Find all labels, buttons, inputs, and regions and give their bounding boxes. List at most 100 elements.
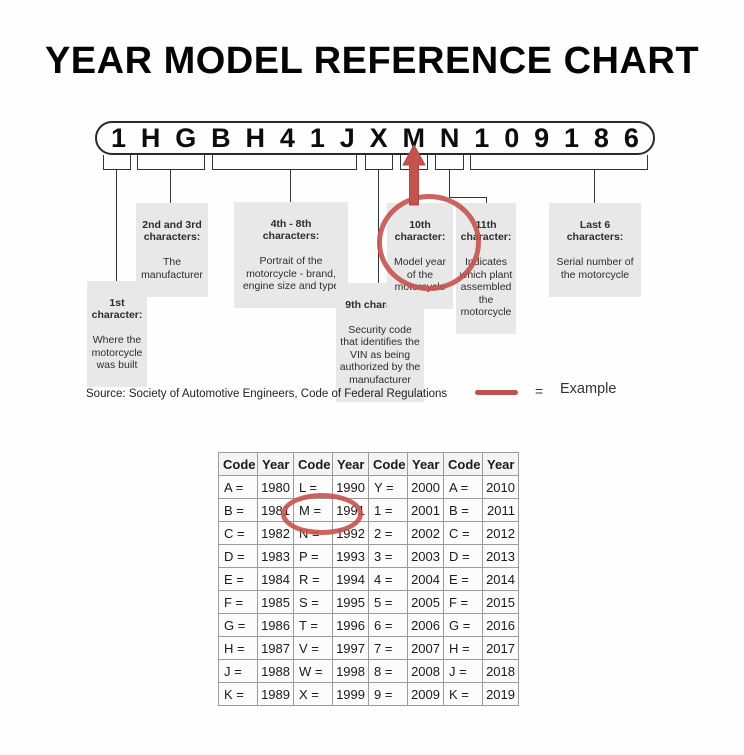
code-cell: 3 = (368, 544, 408, 568)
code-cell: G = (443, 613, 483, 637)
code-cell: 6 = (368, 613, 408, 637)
connector-line-11th-drop (486, 197, 487, 205)
vin-character: 4 (279, 122, 295, 153)
year-cell: 2013 (482, 544, 519, 568)
year-cell: 1994 (332, 567, 369, 591)
bracket-11th-char (435, 155, 464, 170)
code-cell: A = (443, 475, 483, 499)
code-cell: J = (443, 659, 483, 683)
source-citation: Source: Society of Automotive Engineers,… (86, 388, 448, 400)
vin-character: 9 (534, 122, 550, 153)
code-cell: H = (443, 636, 483, 660)
year-cell: 2004 (407, 567, 444, 591)
table-row: F = 1985 S = 1995 5 = 2005 F = 2015 (218, 590, 519, 614)
year-cell: 1988 (257, 659, 294, 683)
table-header-cell: Year (407, 452, 444, 476)
year-cell: 1999 (332, 682, 369, 706)
code-cell: F = (443, 590, 483, 614)
callout-heading: 2nd and 3rd characters: (142, 218, 202, 244)
bracket-4th-8th-chars (212, 155, 357, 170)
code-cell: G = (218, 613, 258, 637)
code-cell: 9 = (368, 682, 408, 706)
year-cell: 1998 (332, 659, 369, 683)
year-cell: 2011 (482, 498, 519, 522)
table-header-cell: Year (482, 452, 519, 476)
year-cell: 1980 (257, 475, 294, 499)
table-header-cell: Code (293, 452, 333, 476)
code-cell: S = (293, 590, 333, 614)
code-cell: 7 = (368, 636, 408, 660)
code-cell: 5 = (368, 590, 408, 614)
vin-character: 8 (593, 122, 609, 153)
year-cell: 2002 (407, 521, 444, 545)
year-cell: 1984 (257, 567, 294, 591)
year-cell: 1983 (257, 544, 294, 568)
code-cell: Y = (368, 475, 408, 499)
vin-character: 1 (309, 122, 325, 153)
year-cell: 2007 (407, 636, 444, 660)
year-cell: 2005 (407, 590, 444, 614)
code-cell: C = (443, 521, 483, 545)
table-row: C = 1982 N = 1992 2 = 2002 C = 2012 (218, 521, 519, 545)
code-cell: B = (218, 498, 258, 522)
example-circle-10th-char (377, 194, 481, 291)
callout-body: The manufacturer (141, 256, 203, 281)
code-cell: D = (218, 544, 258, 568)
year-cell: 2018 (482, 659, 519, 683)
table-row: D = 1983 P = 1993 3 = 2003 D = 2013 (218, 544, 519, 568)
bracket-1st-char (103, 155, 131, 170)
connector-line-11th-down (449, 170, 450, 197)
year-cell: 1993 (332, 544, 369, 568)
year-cell: 2016 (482, 613, 519, 637)
year-cell: 2017 (482, 636, 519, 660)
vin-character: 0 (504, 122, 520, 153)
callout-2nd-3rd-characters: 2nd and 3rd characters: The manufacturer (136, 203, 208, 297)
vin-character: G (175, 122, 197, 153)
connector-line-1st (116, 170, 117, 281)
callout-last-6-characters: Last 6 characters: Serial number of the … (549, 203, 641, 297)
connector-line-11th-jog (449, 197, 487, 198)
table-body: A = 1980 L = 1990 Y = 2000 A = 2010 B = 1981 M = 19… (218, 475, 519, 706)
page-title: YEAR MODEL REFERENCE CHART (44, 40, 700, 82)
code-cell: W = (293, 659, 333, 683)
bracket-2nd-3rd-chars (137, 155, 205, 170)
vin-character: N (439, 122, 460, 153)
code-cell: C = (218, 521, 258, 545)
code-cell: V = (293, 636, 333, 660)
vin-character: 6 (623, 122, 639, 153)
year-cell: 1997 (332, 636, 369, 660)
example-circle-m-1991 (281, 493, 363, 535)
table-header-cell: Code (443, 452, 483, 476)
vin-character: H (140, 122, 161, 153)
code-cell: B = (443, 498, 483, 522)
table-row: J = 1988 W = 1998 8 = 2008 J = 2018 (218, 659, 519, 683)
year-cell: 1990 (332, 475, 369, 499)
callout-body: Portrait of the motorcycle - brand, engi… (242, 255, 340, 292)
year-cell: 2015 (482, 590, 519, 614)
table-row: B = 1981 M = 1991 1 = 2001 B = 2011 (218, 498, 519, 522)
code-cell: F = (218, 590, 258, 614)
connector-line-9th (378, 170, 379, 283)
year-cell: 2001 (407, 498, 444, 522)
red-arrow-up-icon (402, 144, 426, 206)
year-cell: 1986 (257, 613, 294, 637)
year-cell: 2009 (407, 682, 444, 706)
code-cell: 2 = (368, 521, 408, 545)
vin-character: 1 (474, 122, 490, 153)
year-cell: 2012 (482, 521, 519, 545)
code-cell: 1 = (368, 498, 408, 522)
year-cell: 2008 (407, 659, 444, 683)
legend-equals-sign: = (535, 383, 544, 399)
vin-character: 1 (111, 122, 127, 153)
table-header-cell: Year (257, 452, 294, 476)
year-cell: 2010 (482, 475, 519, 499)
code-cell: 8 = (368, 659, 408, 683)
code-cell: R = (293, 567, 333, 591)
table-header-cell: Code (218, 452, 258, 476)
bracket-9th-char (365, 155, 393, 170)
year-cell: 2003 (407, 544, 444, 568)
code-cell: E = (443, 567, 483, 591)
code-cell: K = (443, 682, 483, 706)
